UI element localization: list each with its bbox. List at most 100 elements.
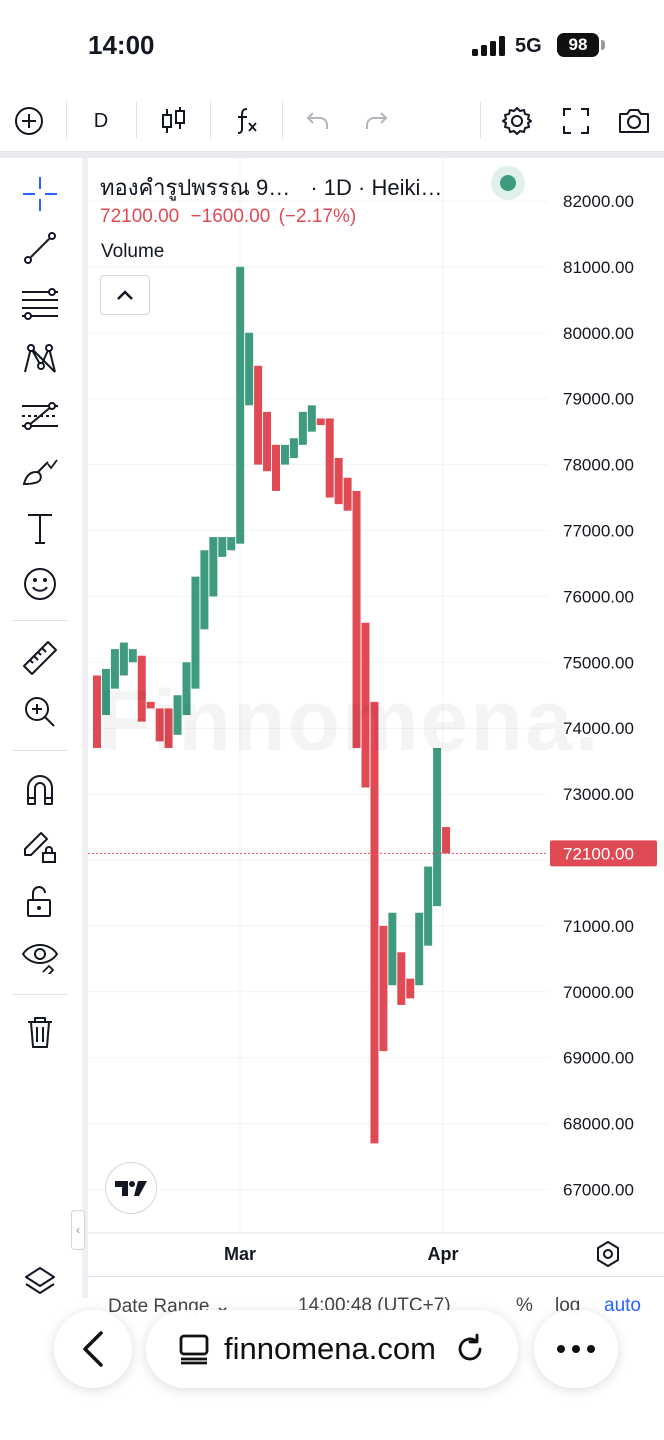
candle	[191, 576, 200, 689]
legend-values: 72100.00 −1600.00 (−2.17%)	[100, 206, 356, 228]
address-bar[interactable]: finnomena.com	[146, 1310, 518, 1388]
symbol-legend[interactable]: ทองคำรูปพรรณ 9… · 1D · Heiki…	[100, 170, 442, 205]
redo-icon	[366, 112, 388, 129]
magnet-tool[interactable]	[12, 766, 68, 814]
candle	[352, 490, 361, 748]
price-tick-label: 74000.00	[563, 719, 634, 738]
auto-toggle[interactable]: auto	[604, 1295, 641, 1316]
collapse-toolbar-button[interactable]: ‹	[71, 1210, 85, 1250]
candle	[227, 537, 236, 551]
candle	[280, 444, 289, 465]
toolbar-divider	[136, 102, 137, 138]
candle	[182, 662, 191, 716]
tool-divider	[12, 994, 68, 995]
ruler-icon	[23, 641, 57, 675]
price-tick-label: 68000.00	[563, 1115, 634, 1134]
candle	[334, 458, 343, 505]
axis-settings-icon[interactable]	[594, 1240, 622, 1268]
price-tick-label: 77000.00	[563, 522, 634, 541]
chart-toolbar: D	[0, 90, 664, 152]
percent-toggle[interactable]: %	[516, 1295, 533, 1316]
trend-line-tool[interactable]	[12, 224, 68, 272]
remove-drawings-tool[interactable]	[12, 1008, 68, 1056]
lock-all-tool[interactable]	[12, 878, 68, 926]
unlock-icon	[27, 886, 51, 917]
interval-button[interactable]: D	[93, 109, 109, 132]
candle	[93, 675, 101, 748]
status-time: 14:00	[88, 30, 155, 60]
time-tick-label: Apr	[428, 1244, 459, 1264]
settings-button[interactable]	[498, 90, 536, 152]
toolbar-divider	[66, 102, 67, 138]
fib-tool[interactable]	[12, 280, 68, 328]
reload-icon[interactable]	[454, 1333, 486, 1365]
price-chart[interactable]: 82000.00 81000.00 80000.00 79000.00 78000.00…	[88, 158, 664, 1278]
tradingview-logo[interactable]	[105, 1162, 157, 1214]
hide-tool[interactable]	[12, 932, 68, 980]
fullscreen-button[interactable]	[558, 90, 594, 152]
snapshot-button[interactable]	[612, 90, 656, 152]
add-symbol-button[interactable]	[8, 90, 50, 152]
toolbar-shadow	[0, 152, 664, 158]
brush-tool[interactable]	[12, 448, 68, 496]
price-tick-label: 82000.00	[563, 192, 634, 211]
brush-icon	[22, 459, 58, 486]
gear-icon	[502, 107, 532, 135]
candle	[200, 550, 209, 630]
pattern-tool[interactable]	[12, 336, 68, 384]
candle	[397, 952, 406, 1005]
cellular-signal-icon	[472, 36, 505, 56]
price-tick-label: 67000.00	[563, 1181, 634, 1200]
eye-icon	[21, 944, 59, 974]
candle	[173, 695, 182, 735]
candle	[119, 642, 128, 676]
candle	[209, 537, 218, 597]
text-tool[interactable]	[12, 504, 68, 552]
price-tick-label: 70000.00	[563, 983, 634, 1002]
zoom-tool[interactable]	[12, 688, 68, 736]
price-tick-label: 78000.00	[563, 456, 634, 475]
more-options-button[interactable]	[534, 1310, 618, 1388]
toolbar-divider	[282, 102, 283, 138]
page-menu-icon	[179, 1334, 209, 1365]
toolbar-divider	[480, 102, 481, 138]
plus-circle-icon	[15, 107, 43, 135]
redo-button[interactable]	[358, 90, 394, 152]
last-price-label: 72100.00	[563, 844, 634, 863]
price-tick-label: 81000.00	[563, 258, 634, 277]
indicators-button[interactable]	[228, 90, 264, 152]
back-button[interactable]	[54, 1310, 132, 1388]
crosshair-tool[interactable]	[12, 170, 68, 218]
lock-drawing-tool[interactable]	[12, 822, 68, 870]
chevron-left-icon	[83, 1331, 103, 1367]
candle	[101, 668, 110, 716]
chart-area[interactable]: 82000.00 81000.00 80000.00 79000.00 78000.00…	[88, 158, 664, 1278]
fib-retracement-icon	[22, 288, 58, 320]
measure-tool[interactable]	[12, 634, 68, 682]
market-status-indicator[interactable]	[491, 166, 525, 200]
undo-button[interactable]	[300, 90, 336, 152]
emoji-icon	[24, 568, 56, 600]
candle	[236, 266, 245, 544]
price-tick-label: 71000.00	[563, 917, 634, 936]
object-tree-tool[interactable]	[12, 1258, 68, 1306]
candle	[370, 701, 379, 1144]
browser-bar: finnomena.com	[0, 1300, 664, 1440]
network-type: 5G	[515, 35, 542, 57]
price-tick-label: 73000.00	[563, 785, 634, 804]
legend-collapse-button[interactable]	[100, 275, 150, 315]
interval-style: · 1D · Heiki…	[310, 175, 443, 200]
toolbar-edge	[82, 158, 88, 1298]
zoom-in-icon	[25, 697, 55, 727]
emoji-tool[interactable]	[12, 560, 68, 608]
trend-line-icon	[24, 232, 56, 264]
forecast-tool[interactable]	[12, 392, 68, 440]
watermark: Finnomena.	[98, 672, 601, 771]
undo-icon	[306, 112, 328, 129]
candle	[254, 365, 263, 465]
drawing-toolbar	[0, 158, 82, 1298]
chevron-up-icon	[117, 290, 133, 300]
volume-label[interactable]: Volume	[101, 241, 165, 262]
magnet-icon	[27, 775, 53, 805]
chart-type-button[interactable]	[154, 90, 194, 152]
